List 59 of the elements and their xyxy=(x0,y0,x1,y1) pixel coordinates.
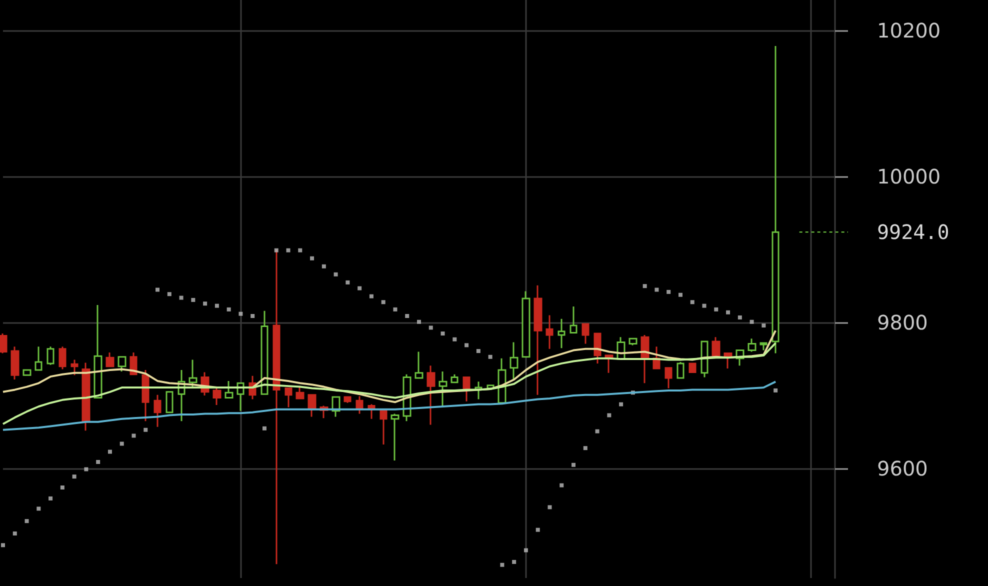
candlestick xyxy=(166,391,174,414)
candlestick xyxy=(344,396,352,404)
candlestick xyxy=(772,45,780,354)
candlestick xyxy=(284,388,292,408)
candlestick xyxy=(308,394,316,418)
candlestick xyxy=(594,332,602,364)
candlestick xyxy=(390,413,400,462)
candlestick xyxy=(462,376,470,402)
candlestick xyxy=(748,338,756,353)
y-tick-label: 9600 xyxy=(877,456,928,481)
candlestick xyxy=(640,334,650,384)
candlestick xyxy=(154,394,162,428)
candlestick xyxy=(570,306,578,334)
candlestick xyxy=(700,340,708,378)
candlestick xyxy=(118,355,126,372)
candlestick xyxy=(368,404,376,420)
line-series xyxy=(2,330,777,404)
candlestick xyxy=(0,332,8,354)
candlestick xyxy=(224,380,234,400)
candlestick xyxy=(188,359,198,390)
line-series xyxy=(2,380,777,431)
candlestick xyxy=(142,369,150,422)
candlestick xyxy=(94,304,102,398)
candlestick xyxy=(22,368,32,377)
candlestick xyxy=(438,370,448,407)
y-tick-label: 9800 xyxy=(877,310,928,335)
candlestick xyxy=(582,323,590,344)
candlestick xyxy=(70,359,78,376)
ref-line-label: 9924.0 xyxy=(877,220,950,244)
candlestick xyxy=(664,367,672,390)
y-tick-label: 10000 xyxy=(877,164,941,189)
candlestick xyxy=(46,346,54,366)
candlestick xyxy=(272,248,280,565)
candlestick xyxy=(106,352,114,368)
candlestick xyxy=(688,362,696,373)
candlestick xyxy=(58,346,66,370)
candlestick xyxy=(522,290,530,358)
candlestick xyxy=(380,410,388,446)
candlestick xyxy=(676,361,684,380)
y-tick-label: 10200 xyxy=(877,18,941,43)
candlestick xyxy=(10,346,20,380)
candlestick xyxy=(414,351,424,380)
candlestick xyxy=(546,314,554,350)
candlestick xyxy=(724,352,732,370)
candlestick xyxy=(356,396,364,415)
candlestick xyxy=(760,342,768,352)
candlestick xyxy=(34,346,42,372)
candlestick xyxy=(712,336,720,358)
candlestick xyxy=(450,374,458,384)
candlestick xyxy=(628,338,638,346)
candlestick xyxy=(534,284,542,396)
candlestick xyxy=(296,385,304,400)
candlestick xyxy=(212,388,222,406)
candlestick xyxy=(260,310,268,396)
candlestick xyxy=(82,362,90,432)
line-series xyxy=(2,342,777,426)
candlestick xyxy=(558,318,566,349)
candlestick xyxy=(426,364,436,426)
candlestick xyxy=(510,342,518,380)
